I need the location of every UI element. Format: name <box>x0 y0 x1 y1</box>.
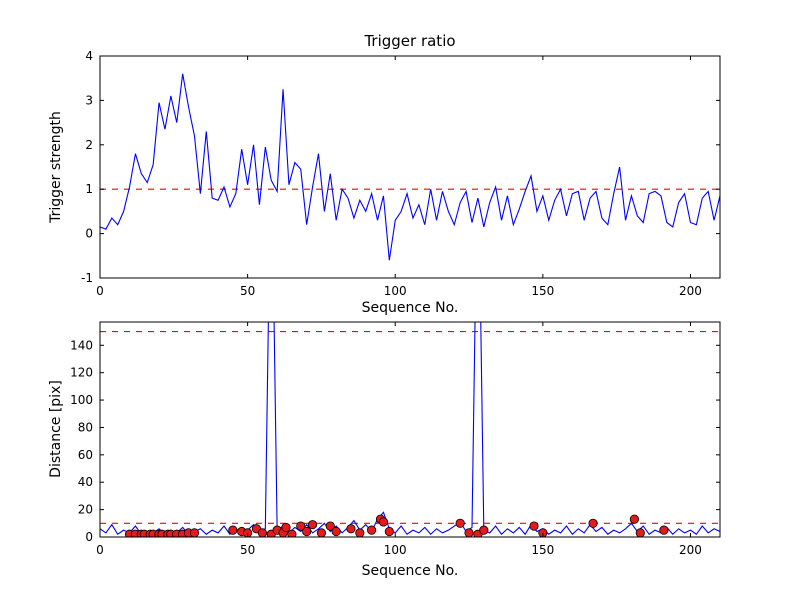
svg-text:0: 0 <box>96 284 104 298</box>
svg-text:150: 150 <box>531 543 554 557</box>
top-chart-xlabel: Sequence No. <box>361 300 459 316</box>
top-chart-ylabel: Trigger strength <box>48 111 64 223</box>
svg-text:50: 50 <box>240 543 255 557</box>
svg-text:80: 80 <box>78 420 93 434</box>
svg-text:0: 0 <box>85 227 93 241</box>
svg-text:4: 4 <box>85 49 93 63</box>
bottom-chart-xlabel: Sequence No. <box>361 563 459 579</box>
top-chart-title: Trigger ratio <box>364 32 456 50</box>
svg-text:2: 2 <box>85 138 93 152</box>
svg-text:40: 40 <box>78 475 93 489</box>
bottom-chart-ylabel: Distance [pix] <box>48 380 64 478</box>
svg-text:50: 50 <box>240 284 255 298</box>
svg-text:3: 3 <box>85 93 93 107</box>
svg-text:140: 140 <box>70 338 93 352</box>
svg-text:100: 100 <box>384 284 407 298</box>
svg-text:60: 60 <box>78 448 93 462</box>
svg-text:0: 0 <box>85 530 93 544</box>
svg-text:120: 120 <box>70 366 93 380</box>
svg-text:100: 100 <box>70 393 93 407</box>
svg-text:100: 100 <box>384 543 407 557</box>
svg-text:-1: -1 <box>81 271 93 285</box>
svg-text:0: 0 <box>96 543 104 557</box>
svg-text:1: 1 <box>85 182 93 196</box>
svg-text:150: 150 <box>531 284 554 298</box>
svg-text:200: 200 <box>679 284 702 298</box>
svg-text:20: 20 <box>78 503 93 517</box>
svg-text:200: 200 <box>679 543 702 557</box>
